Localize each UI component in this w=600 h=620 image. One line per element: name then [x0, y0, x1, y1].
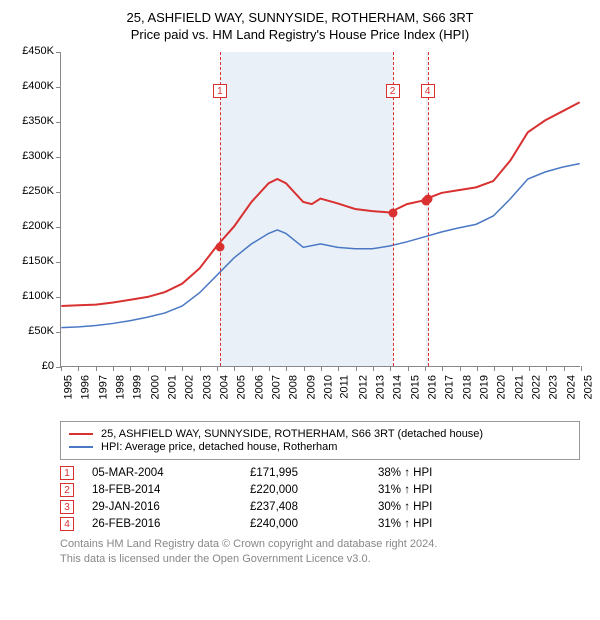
footer-line-1: Contains HM Land Registry data © Crown c…	[60, 537, 580, 552]
transaction-hpi: 31% ↑ HPI	[378, 518, 468, 530]
x-axis-label: 2020	[496, 375, 508, 399]
x-axis-label: 1995	[62, 375, 74, 399]
event-marker: 4	[421, 84, 435, 98]
transaction-hpi: 30% ↑ HPI	[378, 501, 468, 513]
y-axis-label: £250K	[12, 185, 54, 197]
x-axis-label: 2016	[426, 375, 438, 399]
series-price_paid	[61, 102, 579, 306]
chart-subtitle: Price paid vs. HM Land Registry's House …	[12, 27, 588, 42]
x-axis-label: 2010	[322, 375, 334, 399]
x-axis-label: 2012	[357, 375, 369, 399]
legend-item: HPI: Average price, detached house, Roth…	[69, 441, 571, 453]
y-axis-label: £400K	[12, 80, 54, 92]
series-hpi	[61, 164, 579, 328]
y-axis-label: £450K	[12, 45, 54, 57]
event-marker: 2	[386, 84, 400, 98]
transaction-marker: 2	[60, 483, 74, 497]
event-marker: 1	[213, 84, 227, 98]
transaction-hpi: 31% ↑ HPI	[378, 484, 468, 496]
y-axis-label: £50K	[12, 325, 54, 337]
x-axis-label: 1998	[114, 375, 126, 399]
chart-container: 25, ASHFIELD WAY, SUNNYSIDE, ROTHERHAM, …	[0, 0, 600, 577]
x-axis-label: 1999	[132, 375, 144, 399]
x-axis-label: 2005	[236, 375, 248, 399]
x-axis-label: 2000	[149, 375, 161, 399]
x-axis-label: 2006	[253, 375, 265, 399]
x-axis-label: 2019	[478, 375, 490, 399]
plot-area: 1 2 4	[60, 52, 580, 367]
x-axis-label: 2025	[582, 375, 594, 399]
sale-dot	[423, 195, 432, 204]
transaction-price: £240,000	[250, 518, 360, 530]
x-axis-label: 2017	[444, 375, 456, 399]
y-axis-label: £100K	[12, 290, 54, 302]
chart-title-address: 25, ASHFIELD WAY, SUNNYSIDE, ROTHERHAM, …	[12, 10, 588, 25]
x-axis-label: 2023	[548, 375, 560, 399]
legend-label: HPI: Average price, detached house, Roth…	[101, 441, 337, 453]
footer-line-2: This data is licensed under the Open Gov…	[60, 552, 580, 567]
transaction-marker: 3	[60, 500, 74, 514]
x-axis-label: 2009	[305, 375, 317, 399]
y-axis-label: £150K	[12, 255, 54, 267]
footer-attribution: Contains HM Land Registry data © Crown c…	[60, 537, 580, 567]
legend-item: 25, ASHFIELD WAY, SUNNYSIDE, ROTHERHAM, …	[69, 428, 571, 440]
x-axis-label: 1997	[97, 375, 109, 399]
event-vline	[220, 52, 221, 366]
x-axis-label: 1996	[80, 375, 92, 399]
x-axis-label: 2001	[166, 375, 178, 399]
legend: 25, ASHFIELD WAY, SUNNYSIDE, ROTHERHAM, …	[60, 421, 580, 460]
transaction-date: 05-MAR-2004	[92, 467, 232, 479]
transaction-marker: 1	[60, 466, 74, 480]
legend-swatch	[69, 446, 93, 448]
x-axis-label: 2003	[201, 375, 213, 399]
sale-dot	[215, 242, 224, 251]
x-axis-label: 2004	[218, 375, 230, 399]
transaction-price: £220,000	[250, 484, 360, 496]
x-axis-label: 2018	[461, 375, 473, 399]
x-axis-label: 2011	[339, 375, 351, 399]
transaction-date: 26-FEB-2016	[92, 518, 232, 530]
transaction-row: 3 29-JAN-2016 £237,408 30% ↑ HPI	[60, 500, 580, 514]
transaction-date: 29-JAN-2016	[92, 501, 232, 513]
x-axis-label: 2021	[513, 375, 525, 399]
transaction-row: 2 18-FEB-2014 £220,000 31% ↑ HPI	[60, 483, 580, 497]
sale-dot	[388, 209, 397, 218]
x-axis-label: 2002	[184, 375, 196, 399]
transaction-row: 1 05-MAR-2004 £171,995 38% ↑ HPI	[60, 466, 580, 480]
x-axis-label: 2007	[270, 375, 282, 399]
y-axis-label: £350K	[12, 115, 54, 127]
event-vline	[428, 52, 429, 366]
x-axis-label: 2015	[409, 375, 421, 399]
legend-swatch	[69, 433, 93, 435]
x-axis-label: 2022	[530, 375, 542, 399]
transaction-price: £171,995	[250, 467, 360, 479]
chart-svg	[61, 52, 580, 366]
transaction-price: £237,408	[250, 501, 360, 513]
legend-label: 25, ASHFIELD WAY, SUNNYSIDE, ROTHERHAM, …	[101, 428, 483, 440]
y-axis-label: £200K	[12, 220, 54, 232]
transaction-date: 18-FEB-2014	[92, 484, 232, 496]
x-axis-label: 2024	[565, 375, 577, 399]
chart-area: 1 2 4 £0 £50K £100K £150K £200K £250K £300K £350K…	[12, 48, 588, 413]
transaction-row: 4 26-FEB-2016 £240,000 31% ↑ HPI	[60, 517, 580, 531]
x-axis-label: 2013	[374, 375, 386, 399]
transaction-marker: 4	[60, 517, 74, 531]
y-axis-label: £300K	[12, 150, 54, 162]
x-axis-label: 2014	[392, 375, 404, 399]
transactions-table: 1 05-MAR-2004 £171,995 38% ↑ HPI 2 18-FEB-201…	[60, 466, 580, 531]
y-axis-label: £0	[12, 360, 54, 372]
x-axis-label: 2008	[288, 375, 300, 399]
transaction-hpi: 38% ↑ HPI	[378, 467, 468, 479]
